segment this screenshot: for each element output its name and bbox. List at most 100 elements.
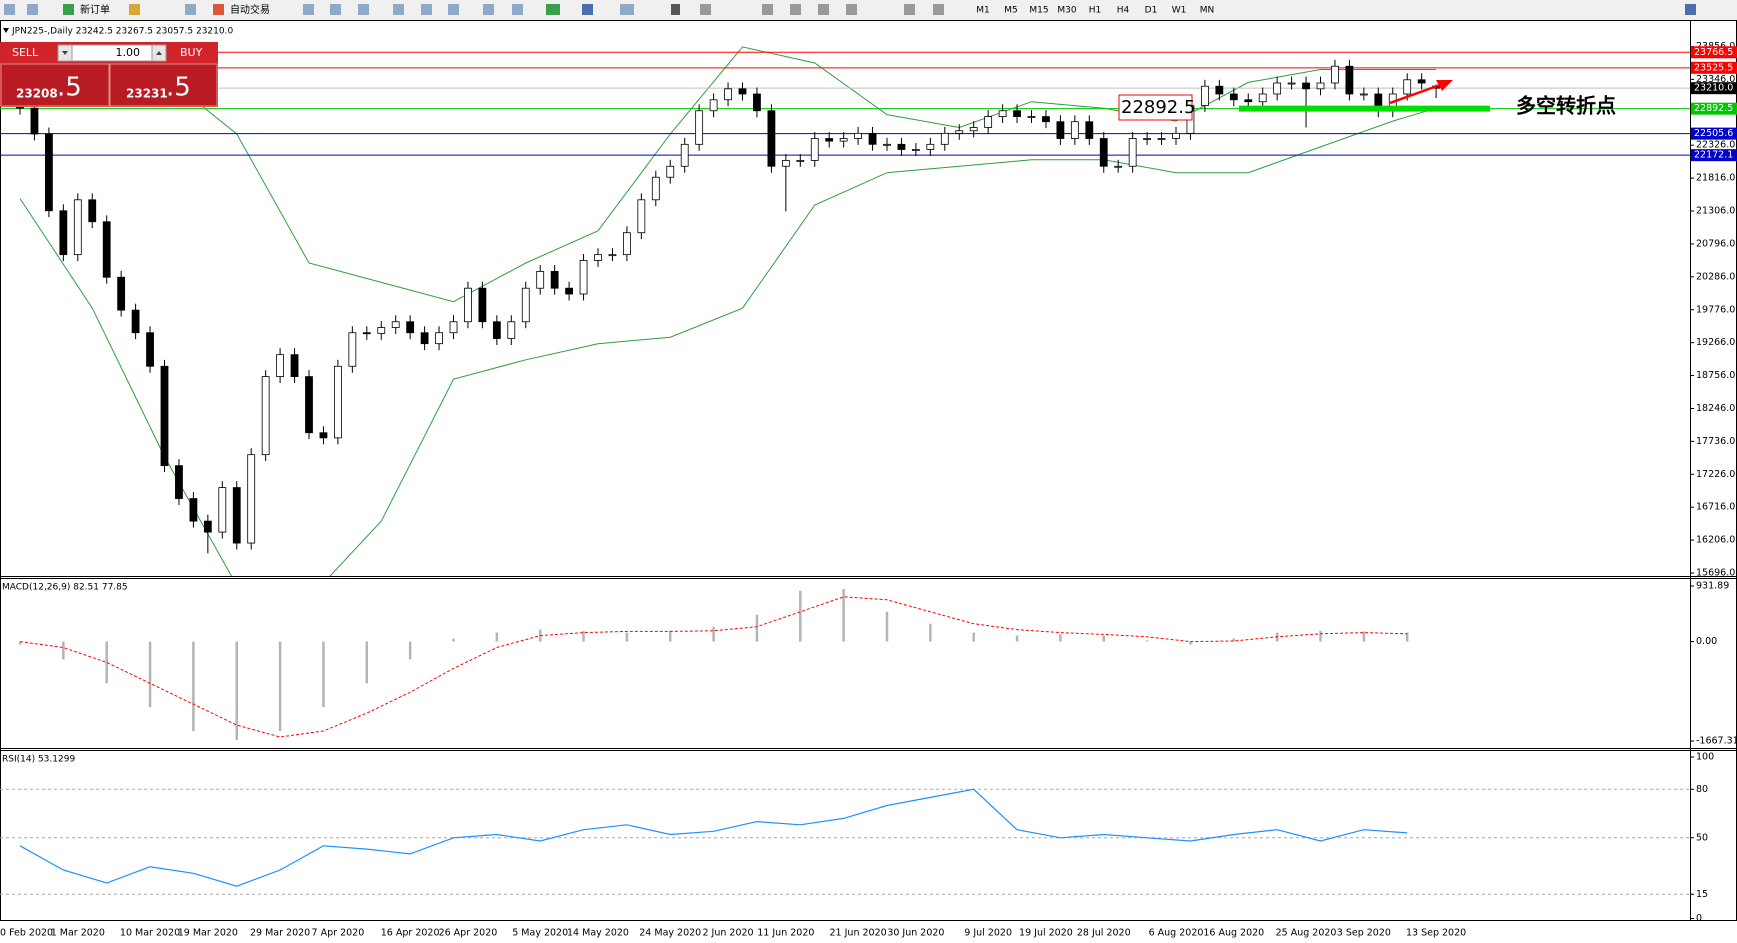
candle-body <box>1172 132 1180 139</box>
level-label-box <box>1691 46 1737 59</box>
timeframe-button[interactable]: M30 <box>1057 6 1076 16</box>
candle-body <box>521 287 530 323</box>
candle-body <box>247 454 256 544</box>
candle-body <box>333 365 342 439</box>
icon[interactable] <box>1685 4 1696 15</box>
candle-body <box>1085 121 1094 139</box>
icon[interactable] <box>393 4 404 15</box>
level-label-box <box>1691 102 1737 115</box>
candle-body <box>579 260 588 295</box>
level-label: 22172.1 <box>1694 150 1733 161</box>
candle-body <box>203 520 212 533</box>
timeframe-button[interactable]: MN <box>1200 6 1215 16</box>
candle-body <box>348 332 357 367</box>
candle-body <box>102 221 111 278</box>
icon[interactable] <box>904 4 915 15</box>
level-label: 23210.0 <box>1694 83 1733 94</box>
timeframe-button[interactable]: M5 <box>1004 6 1018 16</box>
x-tick-label: 26 Apr 2020 <box>439 928 498 939</box>
icon[interactable] <box>846 4 857 15</box>
buy-button[interactable]: BUY <box>180 46 203 59</box>
lot-field[interactable] <box>57 44 167 62</box>
toolbar <box>0 0 1737 20</box>
candle-body <box>160 365 169 467</box>
y-tick-label: 20796.0 <box>1696 238 1735 249</box>
toolbar-icons <box>4 4 1696 15</box>
new-order-button[interactable]: 新订单 <box>80 3 110 16</box>
icon[interactable] <box>512 4 523 15</box>
y-tick-label: 19266.0 <box>1696 337 1735 348</box>
candle-body <box>565 287 573 295</box>
candle-body <box>45 133 53 212</box>
y-tick-label: 22326.0 <box>1696 140 1735 151</box>
x-tick-label: 16 Apr 2020 <box>381 928 440 939</box>
x-tick-label: 10 Mar 2020 <box>120 928 180 939</box>
icon[interactable] <box>620 4 634 15</box>
icon[interactable] <box>448 4 459 15</box>
x-tick-label: 0 Feb 2020 <box>0 928 53 939</box>
candle-body <box>883 143 891 146</box>
icon[interactable] <box>213 4 224 15</box>
level-label: 22892.5 <box>1694 103 1733 114</box>
candle-body <box>146 332 154 367</box>
candle-body <box>753 93 761 112</box>
icon[interactable] <box>700 4 711 15</box>
candle-body <box>955 130 964 134</box>
icon[interactable] <box>330 4 341 15</box>
x-tick-label: 19 Jul 2020 <box>1019 928 1073 939</box>
x-tick-label: 16 Aug 2020 <box>1203 928 1264 939</box>
candle-body <box>1070 121 1079 139</box>
timeframe-button[interactable]: H4 <box>1117 6 1130 16</box>
icon[interactable] <box>63 4 74 15</box>
one-click-panel: SELL 1.00 BUY 23208 .5 23231 .5 <box>0 42 218 107</box>
main-plot <box>0 46 1690 576</box>
lot-up-arrow <box>156 51 162 55</box>
auto-trading-button[interactable]: 自动交易 <box>230 3 270 16</box>
icon[interactable] <box>790 4 801 15</box>
timeframe-button[interactable]: D1 <box>1145 6 1158 16</box>
icon[interactable] <box>303 4 314 15</box>
candle-body <box>868 132 877 145</box>
candle-body <box>189 498 198 522</box>
icon[interactable] <box>582 4 593 15</box>
icon[interactable] <box>27 4 38 15</box>
candle-body <box>1056 121 1065 139</box>
x-tick-label: 28 Jul 2020 <box>1077 928 1131 939</box>
icon[interactable] <box>358 4 369 15</box>
icon[interactable] <box>762 4 773 15</box>
icon[interactable] <box>129 4 140 15</box>
icon[interactable] <box>185 4 196 15</box>
timeframe-button[interactable]: M1 <box>976 6 990 16</box>
y-tick-label: 21816.0 <box>1696 173 1735 184</box>
icon[interactable] <box>4 4 15 15</box>
timeframe-button[interactable]: H1 <box>1089 6 1102 16</box>
candle-body <box>1359 93 1368 96</box>
icon[interactable] <box>818 4 829 15</box>
icon[interactable] <box>933 4 944 15</box>
candle-body <box>536 271 545 289</box>
icon[interactable] <box>483 4 494 15</box>
x-tick-label: 30 Jun 2020 <box>887 928 944 939</box>
candle-body <box>420 332 429 345</box>
candle-body <box>1287 82 1296 85</box>
candle-body <box>30 107 39 135</box>
candle-body <box>492 321 501 339</box>
icon[interactable] <box>671 4 680 15</box>
buy-price-box[interactable] <box>109 63 218 107</box>
sell-price-box[interactable] <box>0 63 110 107</box>
candle-body <box>695 110 704 145</box>
level-label: 23525.5 <box>1694 62 1733 73</box>
x-tick-label: 9 Jul 2020 <box>964 928 1012 939</box>
timeframe-button[interactable]: W1 <box>1172 6 1187 16</box>
candle-body <box>507 321 516 339</box>
candle-body <box>1143 138 1151 140</box>
icon[interactable] <box>546 4 560 15</box>
timeframe-button[interactable]: M15 <box>1029 6 1048 16</box>
sell-button[interactable]: SELL <box>12 46 39 59</box>
lot-size[interactable]: 1.00 <box>116 46 141 59</box>
icon[interactable] <box>421 4 432 15</box>
candle-body <box>998 110 1007 117</box>
y-tick-label: 15696.0 <box>1696 568 1735 579</box>
candle-body <box>969 127 978 132</box>
